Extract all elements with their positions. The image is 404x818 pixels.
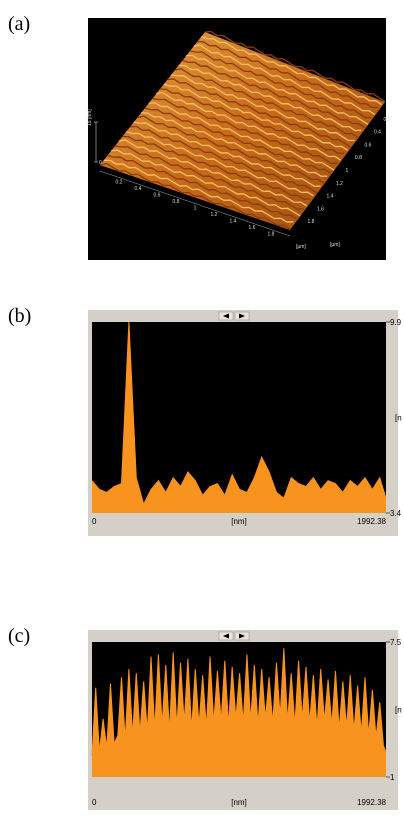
y-label: [n (395, 706, 402, 715)
z-tick-label: 0 (99, 160, 102, 166)
x-tick-label: 0.2 (116, 180, 123, 186)
x-tick-label: 1992.38 (357, 517, 386, 526)
x-tick-label: 0.4 (135, 186, 142, 192)
y-tick-label: 0.2 (384, 117, 391, 123)
y-tick-label: 1.6 (317, 206, 324, 212)
y-tick-label: 1.8 (308, 219, 315, 225)
z-label: 15 [nm] (87, 109, 93, 126)
x-tick-label: 1.8 (268, 232, 275, 238)
x-tick-label: 1.6 (249, 225, 256, 231)
y-tick-label: 7.5 (390, 638, 402, 647)
x-tick-label: 1 (194, 206, 197, 212)
x-label: [nm] (231, 798, 247, 807)
x-label: [nm] (231, 517, 247, 526)
panel-label: (a) (8, 13, 30, 35)
y-unit: [µm] (330, 242, 340, 248)
y-tick-label: 0.6 (365, 142, 372, 148)
y-tick-label: 0.8 (355, 155, 362, 161)
x-tick-label: 0 (92, 798, 97, 807)
x-tick-label: 1.4 (230, 219, 237, 225)
x-tick-label: 1992.38 (357, 798, 386, 807)
x-tick-label: 0.8 (173, 199, 180, 205)
panel-label: (c) (8, 625, 30, 647)
x-unit: [µm] (296, 244, 306, 250)
y-tick-label: 1.4 (327, 194, 334, 200)
x-tick-label: 1.2 (211, 212, 218, 218)
y-label: [n (395, 414, 402, 423)
page: (a) (b) (c) 0.20.40.60.811.21.41.61.8[µm… (0, 0, 404, 818)
y-tick-label: 1 (346, 168, 349, 174)
y-tick-label: 0.4 (374, 130, 381, 136)
y-tick-label: 1.2 (336, 181, 343, 187)
panel-label: (b) (8, 305, 31, 327)
x-tick-label: 0 (92, 517, 97, 526)
x-tick-label: 0.6 (154, 193, 161, 199)
figure: (a) (b) (c) 0.20.40.60.811.21.41.61.8[µm… (0, 0, 404, 818)
y-tick-label: 1 (390, 773, 395, 782)
y-tick-label: 9.9 (390, 318, 402, 327)
y-tick-label: 3.4 (390, 509, 402, 518)
